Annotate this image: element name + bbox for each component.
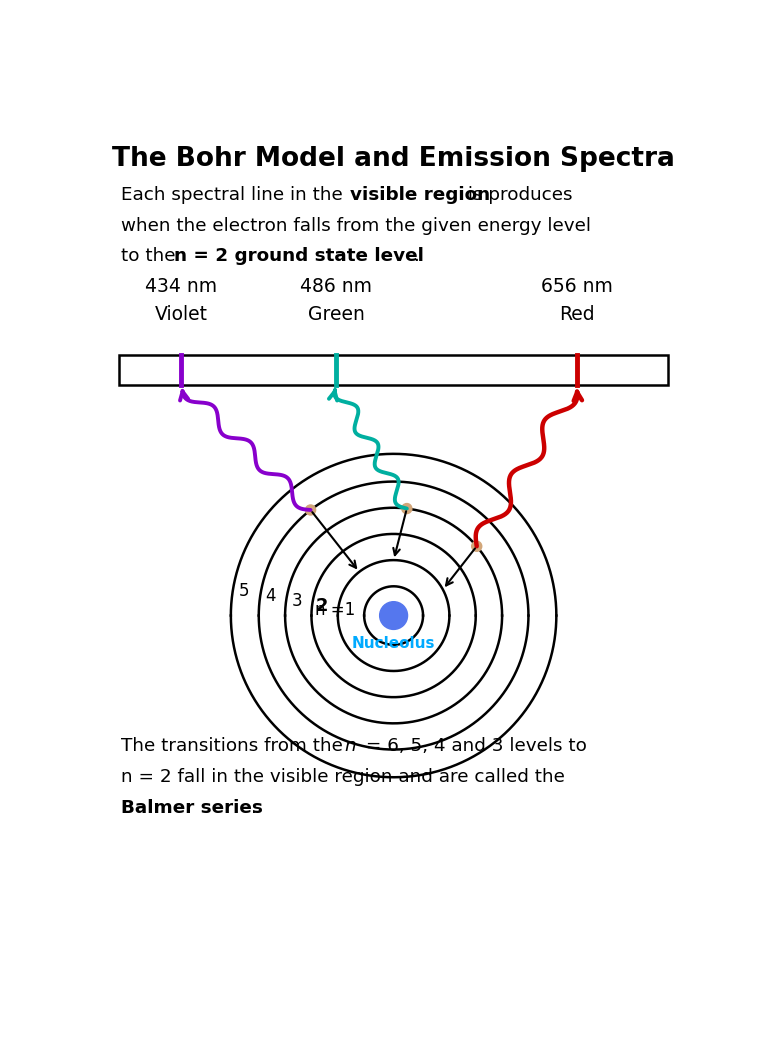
Text: = 6, 5, 4 and 3 levels to: = 6, 5, 4 and 3 levels to: [359, 737, 587, 755]
Circle shape: [472, 541, 482, 552]
Text: n = 2 fall in the visible region and are called the: n = 2 fall in the visible region and are…: [121, 768, 564, 786]
Circle shape: [379, 601, 408, 630]
Text: 486 nm: 486 nm: [300, 276, 372, 295]
Circle shape: [306, 505, 316, 515]
Text: n: n: [344, 737, 356, 755]
Text: .: .: [251, 799, 257, 817]
Text: to the: to the: [121, 248, 181, 266]
Text: 5: 5: [239, 582, 250, 600]
Text: 656 nm: 656 nm: [541, 276, 612, 295]
Text: 2: 2: [316, 596, 329, 615]
Text: .: .: [414, 248, 419, 266]
Text: n = 2 ground state level: n = 2 ground state level: [174, 248, 424, 266]
Text: The Bohr Model and Emission Spectra: The Bohr Model and Emission Spectra: [112, 146, 675, 172]
Text: n =1: n =1: [315, 601, 355, 619]
Circle shape: [402, 503, 412, 514]
Text: visible region: visible region: [350, 186, 490, 204]
Text: Green: Green: [308, 305, 365, 324]
Text: 434 nm: 434 nm: [145, 276, 217, 295]
Polygon shape: [119, 356, 668, 385]
Text: Balmer series: Balmer series: [121, 799, 263, 817]
Text: Each spectral line in the: Each spectral line in the: [121, 186, 349, 204]
Text: Nucleolus: Nucleolus: [352, 635, 435, 651]
Text: The transitions from the: The transitions from the: [121, 737, 349, 755]
Text: Red: Red: [558, 305, 594, 324]
Text: 4: 4: [265, 588, 276, 606]
Text: when the electron falls from the given energy level: when the electron falls from the given e…: [121, 216, 591, 234]
Text: is produces: is produces: [462, 186, 572, 204]
Text: 3: 3: [292, 592, 302, 610]
Text: Violet: Violet: [154, 305, 208, 324]
